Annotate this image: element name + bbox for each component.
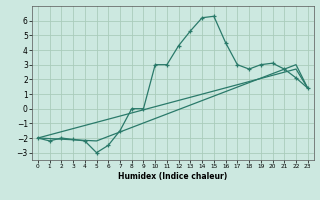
- X-axis label: Humidex (Indice chaleur): Humidex (Indice chaleur): [118, 172, 228, 181]
